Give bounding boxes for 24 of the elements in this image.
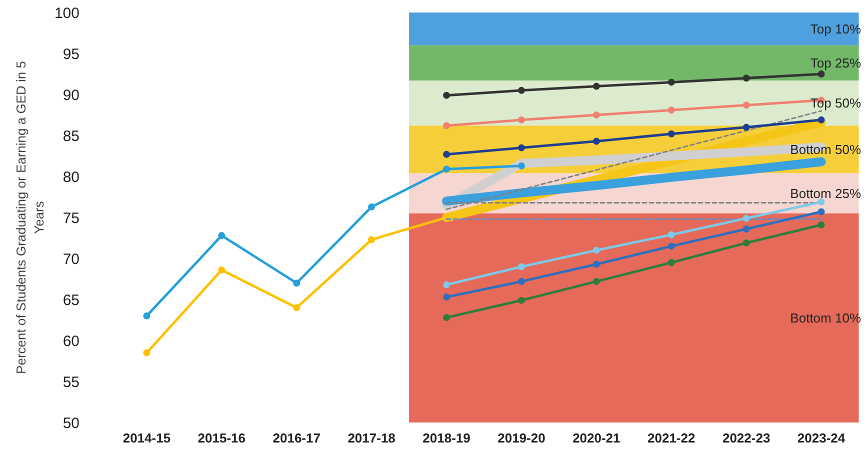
- y-tick-label: 75: [62, 210, 80, 227]
- x-tick-label: 2015-16: [198, 430, 246, 446]
- band-label: Top 50%: [810, 96, 862, 111]
- x-tick-label: 2021-22: [648, 430, 696, 446]
- x-tick-label: 2014-15: [122, 430, 171, 446]
- x-tick-label: 2017-18: [348, 430, 396, 446]
- x-tick-label: 2020-21: [572, 430, 620, 446]
- y-tick-label: 50: [62, 415, 80, 432]
- y-tick-label: 70: [62, 251, 80, 268]
- y-axis-title: Percent of Students Graduating or Earning a GED in 5 Years: [13, 61, 46, 374]
- x-tick-label: 2023-24: [797, 430, 846, 446]
- band-label: Bottom 25%: [790, 186, 862, 201]
- y-tick-label: 65: [62, 292, 80, 309]
- y-tick-label: 95: [62, 46, 80, 63]
- x-tick-label: 2018-19: [422, 430, 470, 446]
- x-tick-label: 2016-17: [272, 430, 320, 446]
- y-tick-label: 85: [62, 128, 80, 145]
- y-tick-label: 55: [62, 374, 80, 391]
- x-tick-label: 2022-23: [722, 430, 770, 446]
- x-tick-label: 2019-20: [498, 430, 546, 446]
- y-tick-label: 60: [62, 333, 80, 350]
- y-tick-label: 100: [54, 5, 80, 22]
- y-tick-label: 80: [62, 169, 80, 186]
- y-tick-label: 90: [62, 87, 80, 104]
